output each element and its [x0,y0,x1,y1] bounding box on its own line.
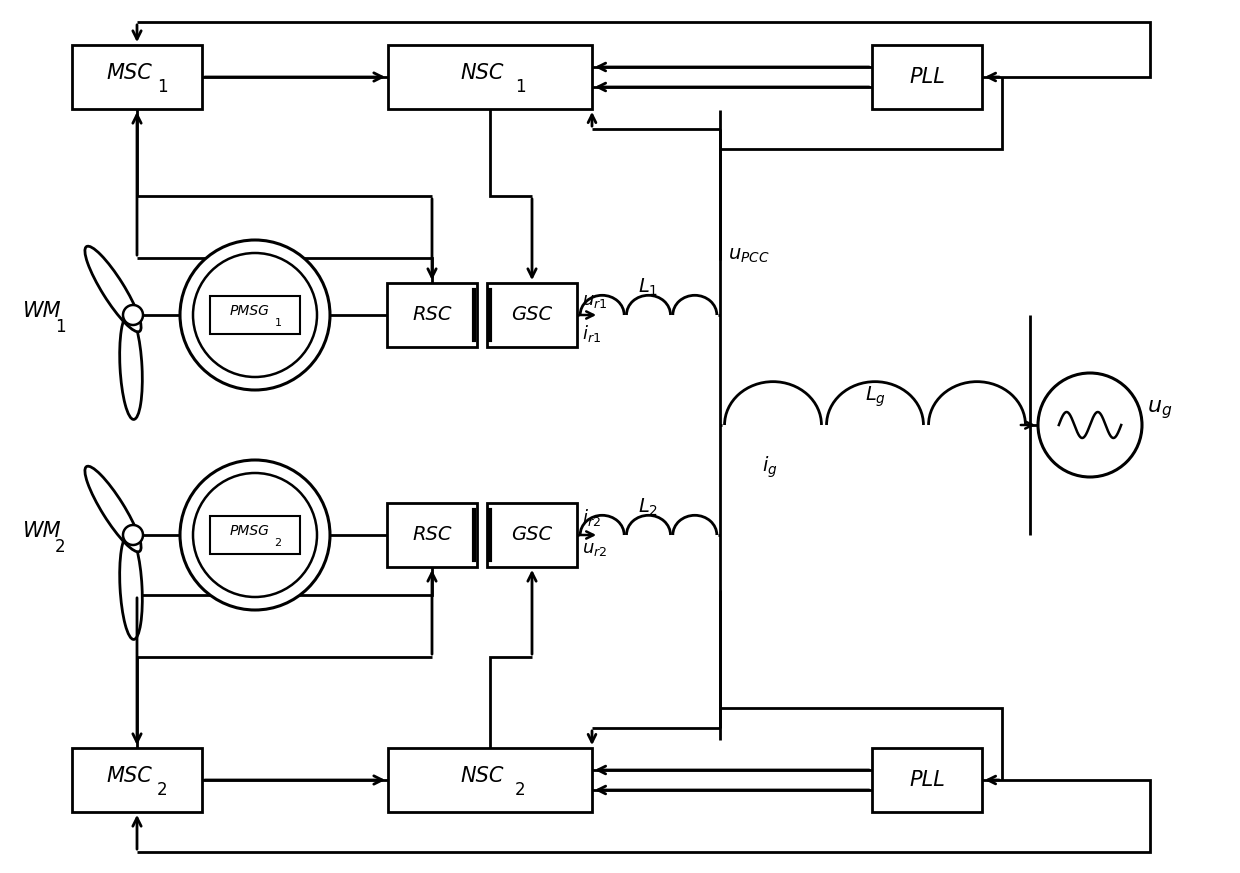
Bar [72,748,202,812]
Bar [487,283,577,347]
Text: MSC: MSC [107,63,153,83]
Ellipse shape [84,246,141,332]
Bar [487,503,577,567]
Text: NSC: NSC [460,63,503,83]
Circle shape [123,525,143,545]
Text: $i_{r2}$: $i_{r2}$ [582,506,601,527]
Circle shape [1038,373,1142,477]
Text: 1: 1 [55,318,66,336]
Text: RSC: RSC [412,306,451,325]
Text: $u_g$: $u_g$ [1147,399,1173,422]
Text: 1: 1 [274,318,281,328]
Text: 1: 1 [515,78,526,96]
Bar [872,45,982,109]
Bar [387,283,477,347]
Bar [388,748,591,812]
Circle shape [180,460,330,610]
Bar [210,296,300,334]
Text: 2: 2 [55,538,66,556]
Text: GSC: GSC [511,526,553,545]
Text: NSC: NSC [460,766,503,786]
Text: $u_{r1}$: $u_{r1}$ [582,292,608,310]
Text: PLL: PLL [909,67,945,87]
Circle shape [180,240,330,390]
Text: $L_g$: $L_g$ [864,385,885,409]
Text: PMSG: PMSG [231,524,270,538]
Text: WM: WM [22,301,61,321]
Circle shape [123,305,143,325]
Text: PMSG: PMSG [231,304,270,318]
Text: 2: 2 [515,781,526,799]
Text: 2: 2 [156,781,167,799]
Text: $i_g$: $i_g$ [763,454,777,480]
Bar [210,516,300,554]
Text: 1: 1 [156,78,167,96]
Ellipse shape [120,534,143,639]
Circle shape [193,253,317,377]
Text: WM: WM [22,521,61,541]
Text: GSC: GSC [511,306,553,325]
Bar [388,45,591,109]
Text: $L_1$: $L_1$ [637,277,658,298]
Ellipse shape [120,314,143,419]
Text: RSC: RSC [412,526,451,545]
Bar [872,748,982,812]
Text: MSC: MSC [107,766,153,786]
Bar [72,45,202,109]
Circle shape [193,473,317,597]
Text: $u_{PCC}$: $u_{PCC}$ [728,245,770,265]
Text: 2: 2 [274,538,281,548]
Text: PLL: PLL [909,770,945,790]
Bar [387,503,477,567]
Text: $L_2$: $L_2$ [637,497,658,518]
Text: $u_{r2}$: $u_{r2}$ [582,540,608,558]
Text: $i_{r1}$: $i_{r1}$ [582,322,601,343]
Ellipse shape [84,466,141,552]
